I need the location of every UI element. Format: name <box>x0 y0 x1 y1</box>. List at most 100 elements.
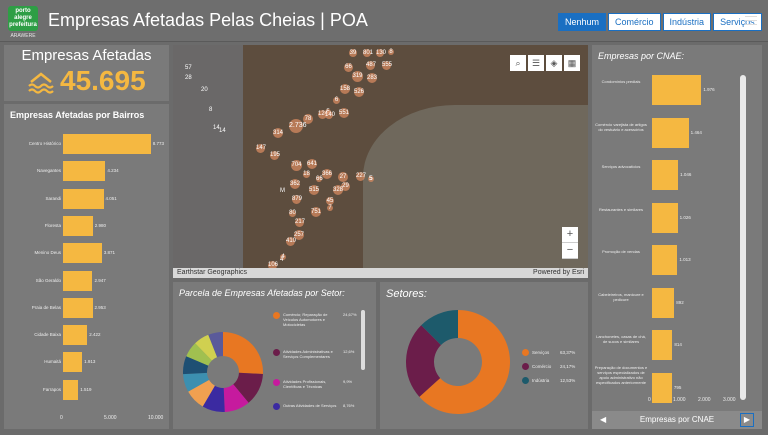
tab-comercio[interactable]: Comércio <box>608 13 661 31</box>
bairro-row[interactable]: Menino Deus 3.871 <box>4 243 169 264</box>
map-view[interactable]: 3980113084875556631928315852665551781241… <box>173 45 588 278</box>
bairro-bar[interactable] <box>63 270 93 291</box>
prev-chart-button[interactable]: ◀ <box>600 415 607 424</box>
map-cluster[interactable]: 4 <box>280 254 286 260</box>
map-cluster[interactable]: 8 <box>388 49 394 55</box>
map-cluster[interactable]: 195 <box>270 151 281 160</box>
map-cluster[interactable]: 39 <box>349 49 357 57</box>
cnae-row[interactable]: Preparação de documentos e serviços espe… <box>592 365 762 403</box>
map-cluster[interactable]: 328 <box>333 185 344 195</box>
map-cluster[interactable]: 551 <box>339 108 350 118</box>
map-cluster[interactable]: 555 <box>382 61 393 70</box>
map-cluster[interactable]: 78 <box>303 114 313 124</box>
map-point-label[interactable]: 14 <box>213 125 220 131</box>
map-point-label[interactable]: 5 <box>369 176 373 182</box>
map-cluster[interactable]: 45 <box>326 197 334 205</box>
attribution-esri[interactable]: Powered by Esri <box>533 269 584 276</box>
map-cluster[interactable]: 106 <box>268 261 279 270</box>
basemap-icon[interactable]: ▦ <box>564 55 580 71</box>
tab-servicos[interactable]: Serviços <box>713 13 762 31</box>
map-cluster[interactable]: 314 <box>273 128 284 138</box>
cnae-row[interactable]: Promoção de vendas 1.013 <box>592 245 762 275</box>
setores-slice[interactable] <box>419 310 510 414</box>
bairro-row[interactable]: Cidade Baixa 2.422 <box>4 325 169 346</box>
cnae-row[interactable]: Comércio varejista de artigos do vestuár… <box>592 117 762 148</box>
tab-nenhum[interactable]: Nenhum <box>558 13 607 31</box>
bairro-row[interactable]: Centro Histórico 8.773 <box>4 134 169 154</box>
map-cluster[interactable]: 257 <box>294 230 305 240</box>
bairro-row[interactable]: Praia de Belas 2.953 <box>4 297 169 318</box>
parcela-slice[interactable] <box>195 334 218 361</box>
map-cluster[interactable]: 29 <box>341 182 350 191</box>
cnae-scrollbar[interactable] <box>740 75 746 400</box>
map-point-label[interactable]: 4 <box>280 257 284 263</box>
parcela-slice[interactable] <box>223 384 249 412</box>
map-cluster[interactable]: 7 <box>327 205 333 211</box>
map-cluster[interactable]: 283 <box>367 73 378 83</box>
setores-slice[interactable] <box>421 310 458 346</box>
map-cluster[interactable]: 124 <box>318 110 329 119</box>
next-chart-button[interactable]: ▶ <box>740 413 754 427</box>
bairro-bar[interactable] <box>63 134 151 154</box>
cnae-row[interactable]: Condomínios prediais 1.976 <box>592 75 762 105</box>
tab-industria[interactable]: Indústria <box>662 13 712 31</box>
cnae-bar[interactable] <box>652 117 689 148</box>
layers-icon[interactable]: ◈ <box>546 55 562 71</box>
map-cluster[interactable]: 366 <box>322 169 333 179</box>
search-icon[interactable]: ⌕ <box>510 55 526 71</box>
hamburger-menu-icon[interactable] <box>745 16 757 28</box>
parcela-slice[interactable] <box>183 372 210 392</box>
map-cluster[interactable]: 751 <box>311 207 322 217</box>
map-cluster[interactable]: 515 <box>309 185 320 195</box>
map-cluster[interactable]: 5 <box>368 176 374 182</box>
map-cluster[interactable]: 158 <box>340 84 351 94</box>
bairro-row[interactable]: Humaitá 1.913 <box>4 352 169 373</box>
cnae-row[interactable]: Lanchonetes, casas de chá, de sucos e si… <box>592 330 762 360</box>
zoom-out-button[interactable]: − <box>562 243 578 259</box>
cnae-bar[interactable] <box>652 372 672 403</box>
map-cluster[interactable]: 6 <box>333 97 340 104</box>
cnae-bar[interactable] <box>652 75 702 105</box>
parcela-scrollbar[interactable] <box>361 310 365 370</box>
parcela-slice[interactable] <box>223 332 263 374</box>
map-point-label[interactable]: 20 <box>201 87 208 93</box>
map-cluster[interactable]: 217 <box>295 218 306 227</box>
cnae-bar[interactable] <box>652 287 675 318</box>
bairro-bar[interactable] <box>63 379 79 400</box>
map-cluster[interactable]: 130 <box>376 49 387 57</box>
cnae-bar[interactable] <box>652 202 678 233</box>
map-cluster[interactable]: 487 <box>366 61 377 70</box>
parcela-slice[interactable] <box>208 332 223 358</box>
map-cluster[interactable]: 801 <box>363 49 374 57</box>
bairro-row[interactable]: Navegantes 4.234 <box>4 161 169 182</box>
bairro-row[interactable]: Sarandi 4.051 <box>4 188 169 209</box>
map-cluster[interactable]: 410 <box>286 237 297 246</box>
bairro-bar[interactable] <box>63 188 104 209</box>
map-cluster[interactable]: 641 <box>307 159 318 169</box>
map-cluster[interactable]: 227 <box>356 172 367 181</box>
cnae-bar[interactable] <box>652 160 679 190</box>
map-point-label[interactable]: 57 <box>185 65 192 71</box>
map-cluster[interactable]: 66 <box>344 63 353 72</box>
map-point-label[interactable]: 14 <box>219 128 226 134</box>
bairro-bar[interactable] <box>63 325 88 346</box>
bairro-bar[interactable] <box>63 215 93 236</box>
parcela-slice[interactable] <box>188 379 215 407</box>
setores-slice[interactable] <box>406 325 442 397</box>
cnae-bar[interactable] <box>652 245 678 275</box>
map-cluster[interactable]: 18 <box>303 171 310 178</box>
bairro-bar[interactable] <box>63 352 83 373</box>
bairro-row[interactable]: Floresta 2.980 <box>4 215 169 236</box>
map-cluster[interactable]: 140 <box>325 111 336 119</box>
map-cluster[interactable]: 526 <box>354 87 365 97</box>
map-point-label[interactable]: M <box>280 188 285 194</box>
bairro-row[interactable]: Farrapos 1.519 <box>4 379 169 400</box>
map-cluster[interactable]: 147 <box>256 144 267 153</box>
parcela-slice[interactable] <box>186 343 212 366</box>
map-cluster[interactable]: 80 <box>289 210 296 217</box>
parcela-slice[interactable] <box>233 372 263 403</box>
bairro-row[interactable]: São Geraldo 2.947 <box>4 270 169 291</box>
map-point-label[interactable]: 28 <box>185 75 192 81</box>
map-cluster[interactable]: 362 <box>290 179 301 189</box>
cnae-row[interactable]: Cabeleireiros, manicure e pedicure 892 <box>592 287 762 318</box>
